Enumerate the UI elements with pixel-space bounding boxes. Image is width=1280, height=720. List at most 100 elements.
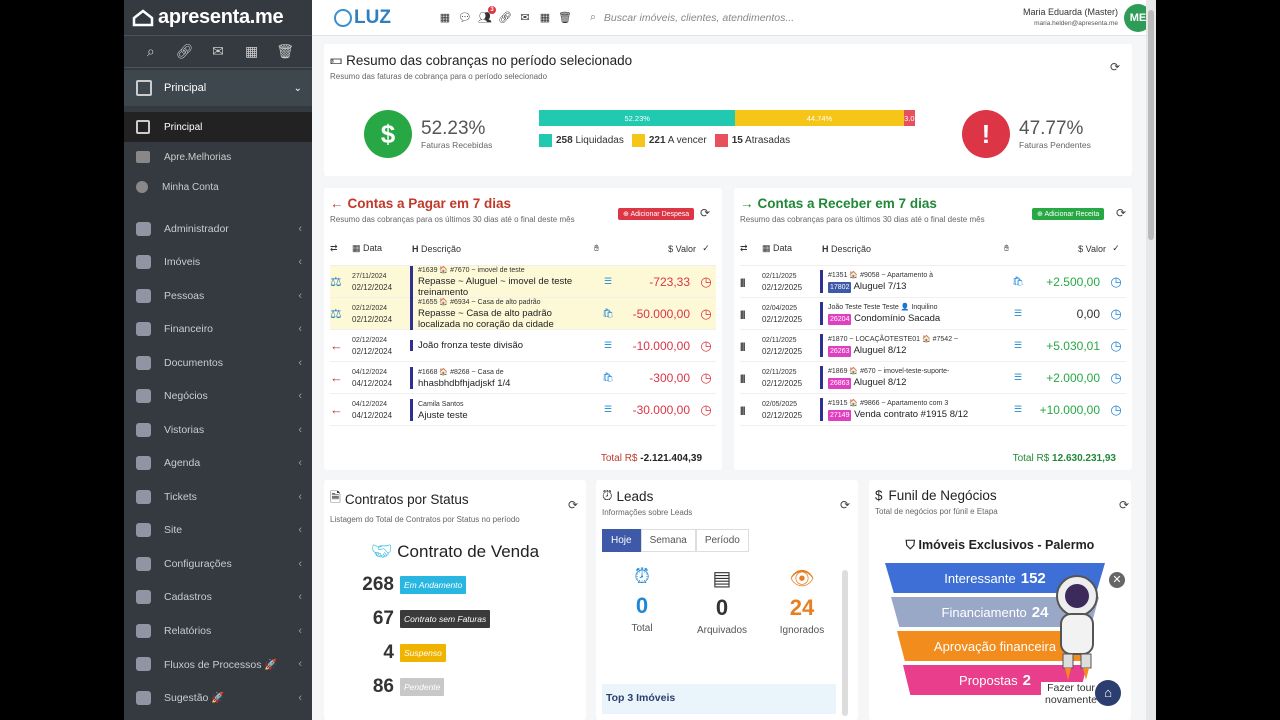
clock-icon[interactable]: ◷ <box>700 273 712 289</box>
contract-status-row[interactable]: 67 Contrato sem Faturas <box>330 602 580 636</box>
sidebar-item[interactable]: Configurações ‹ <box>124 547 312 581</box>
sidebar-subitem-melhorias[interactable]: Apre.Melhorias <box>124 142 312 172</box>
row-description[interactable]: #1351 🏠 #9058 ~ Apartamento à 17802 Alugu… <box>820 270 1002 293</box>
company-logo[interactable]: LUZ <box>334 7 414 29</box>
check-icon[interactable]: ✓ <box>702 243 710 253</box>
chat-icon[interactable]: 💬︎ <box>458 12 472 24</box>
mail-icon[interactable]: ✉ <box>520 12 530 24</box>
row-description[interactable]: #1915 🏠 #9866 ~ Apartamento com 3 27149 V… <box>820 398 1002 421</box>
refresh-icon[interactable]: ⟳ <box>699 206 710 220</box>
check-icon[interactable]: ✓ <box>1112 243 1120 253</box>
row-description[interactable]: Camila Santos Ajuste teste <box>410 398 592 421</box>
tab-periodo[interactable]: Período <box>695 529 749 552</box>
brand[interactable]: apresenta.me <box>124 0 312 36</box>
date-header[interactable]: ▦ Data <box>762 243 793 253</box>
table-row[interactable]: ||| 02/05/2025 02/12/2025 #1915 🏠 #9866 ~ A… <box>740 394 1126 426</box>
clock-icon[interactable]: ◷ <box>1110 305 1122 321</box>
global-search[interactable]: ⌕ Buscar imóveis, clientes, atendimentos… <box>590 11 794 24</box>
row-description[interactable]: #1668 🏠 #8268 ~ Casa de hhasbhdbfhjadjskf… <box>410 366 592 389</box>
sidebar-item[interactable]: Sugestão 🚀 ‹ <box>124 681 312 715</box>
refresh-icon[interactable]: ⟳ <box>1118 498 1129 512</box>
sidebar-item[interactable]: Site ‹ <box>124 514 312 548</box>
sidebar-item[interactable]: Agenda ‹ <box>124 447 312 481</box>
table-row[interactable]: ||| 02/11/2025 02/12/2025 #1870 ~ LOCAÇÃOTE… <box>740 330 1126 362</box>
mail-icon[interactable]: ✉ <box>212 43 224 59</box>
due-date: 02/11/2025 <box>762 272 797 280</box>
clock-icon[interactable]: ◷ <box>700 401 712 417</box>
page-scrollbar[interactable] <box>1146 0 1156 720</box>
search-icon[interactable]: ⌕ <box>146 43 155 59</box>
menu-head-principal[interactable]: Principal ⌄ <box>124 70 312 106</box>
date-header-label: Data <box>773 243 793 253</box>
table-row[interactable]: ← 02/12/2024 02/12/2024 João fronza teste d… <box>330 330 716 362</box>
sidebar-item[interactable]: Financeiro ‹ <box>124 313 312 347</box>
table-row[interactable]: ||| 02/11/2025 02/12/2025 #1869 🏠 #670 ~ im… <box>740 362 1126 394</box>
sidebar-item[interactable]: Relatórios ‹ <box>124 614 312 648</box>
add-expense-button[interactable]: ⊕ Adicionar Despesa <box>618 208 695 220</box>
refresh-icon[interactable]: ⟳ <box>1109 60 1120 74</box>
sidebar-item[interactable]: Fluxos de Processos 🚀 ‹ <box>124 648 312 682</box>
table-row[interactable]: ⚖︎ 02/12/2024 02/12/2024 #1655 🏠 #6934 ~ Ca… <box>330 297 716 330</box>
leads-scrollbar[interactable] <box>842 570 848 716</box>
users-icon[interactable]: 👥︎ 3 <box>478 5 496 25</box>
astronaut-mascot[interactable] <box>1047 570 1107 682</box>
sidebar-item[interactable]: Pessoas ‹ <box>124 279 312 313</box>
calendar-icon[interactable]: ▦ <box>244 43 259 59</box>
trash-icon[interactable]: 🗑︎ <box>276 43 295 59</box>
trash-icon[interactable]: 🗑︎ <box>558 12 572 24</box>
sidebar-item[interactable]: Documentos ‹ <box>124 346 312 380</box>
clock-icon[interactable]: ◷ <box>1110 369 1122 385</box>
search-input[interactable]: Buscar imóveis, clientes, atendimentos..… <box>603 11 795 24</box>
sidebar-item[interactable]: Negócios ‹ <box>124 380 312 414</box>
link-icon[interactable]: 🔗︎ <box>175 43 194 59</box>
sidebar-item[interactable]: Cadastros ‹ <box>124 581 312 615</box>
swap-icon[interactable]: ⇄ <box>740 243 748 253</box>
add-income-button[interactable]: ⊕ Adicionar Receita <box>1032 208 1105 220</box>
calendar-icon[interactable]: ▦ <box>539 12 551 24</box>
link-icon[interactable]: 🔗︎ <box>498 12 512 24</box>
value-header[interactable]: $ Valor <box>668 243 696 254</box>
scrollbar-thumb[interactable] <box>1148 10 1154 240</box>
swap-icon[interactable]: ⇄ <box>330 243 338 253</box>
value-header[interactable]: $ Valor <box>1078 243 1106 254</box>
sidebar-subitem-conta[interactable]: Minha Conta <box>124 172 312 202</box>
close-icon[interactable]: ✕ <box>1109 572 1125 588</box>
tab-hoje[interactable]: Hoje <box>602 529 641 552</box>
refresh-icon[interactable]: ⟳ <box>1115 206 1126 220</box>
tab-semana[interactable]: Semana <box>640 529 696 552</box>
clock-icon[interactable]: ◷ <box>1110 337 1122 353</box>
contract-status-row[interactable]: 268 Em Andamento <box>330 568 580 602</box>
desc-header[interactable]: H Descrição <box>412 243 462 254</box>
sidebar-item[interactable]: Tickets ‹ <box>124 480 312 514</box>
sidebar-item[interactable]: Vistorias ‹ <box>124 413 312 447</box>
grid-icon[interactable]: ▦ <box>439 12 451 24</box>
refresh-icon[interactable]: ⟳ <box>839 498 850 512</box>
clock-icon[interactable]: ◷ <box>700 337 712 353</box>
sidebar-subitem-principal[interactable]: Principal <box>124 112 312 142</box>
table-row[interactable]: ← 04/12/2024 04/12/2024 #1668 🏠 #8268 ~ Cas… <box>330 362 716 394</box>
row-description[interactable]: #1655 🏠 #6934 ~ Casa de alto padrão Repas… <box>410 297 592 330</box>
table-row[interactable]: ||| 02/04/2025 02/12/2025 João Teste Teste … <box>740 298 1126 330</box>
home-help-icon[interactable]: ⌂ <box>1095 680 1121 706</box>
user-menu[interactable]: Maria Eduarda (Master) maria.helden@apre… <box>1023 4 1152 32</box>
row-description[interactable]: João Teste Teste Teste 👤 Inquilino 26204 … <box>820 302 1002 325</box>
sidebar-item[interactable]: Imóveis ‹ <box>124 246 312 280</box>
clock-icon[interactable]: ◷ <box>1110 273 1122 289</box>
refresh-icon[interactable]: ⟳ <box>567 498 578 512</box>
clock-icon[interactable]: ◷ <box>1110 401 1122 417</box>
table-row[interactable]: ⚖︎ 27/11/2024 02/12/2024 #1639 🏠 #7670 ~ im… <box>330 266 716 298</box>
row-description[interactable]: #1869 🏠 #670 ~ imovel-teste-suporte- 2686… <box>820 366 1002 389</box>
table-row[interactable]: ← 04/12/2024 04/12/2024 Camila Santos Ajuste… <box>330 394 716 426</box>
tour-button[interactable]: Fazer tour novamente <box>1041 682 1101 706</box>
clock-icon[interactable]: ◷ <box>700 369 712 385</box>
row-description[interactable]: #1870 ~ LOCAÇÃOTESTE01 🏠 #7542 ~ 26263 Al… <box>820 334 1002 357</box>
row-description[interactable]: #1639 🏠 #7670 ~ imovel de teste Repasse ~… <box>410 266 592 298</box>
contract-status-row[interactable]: 4 Suspenso <box>330 636 580 670</box>
contract-status-row[interactable]: 86 Pendente <box>330 670 580 704</box>
sidebar-item[interactable]: Administrador ‹ <box>124 212 312 246</box>
desc-header[interactable]: H Descrição <box>822 243 872 254</box>
clock-icon[interactable]: ◷ <box>700 305 712 321</box>
row-description[interactable]: João fronza teste divisão <box>410 340 592 351</box>
date-header[interactable]: ▦ Data <box>352 243 383 253</box>
table-row[interactable]: ||| 02/11/2025 02/12/2025 #1351 🏠 #9058 ~ A… <box>740 266 1126 298</box>
